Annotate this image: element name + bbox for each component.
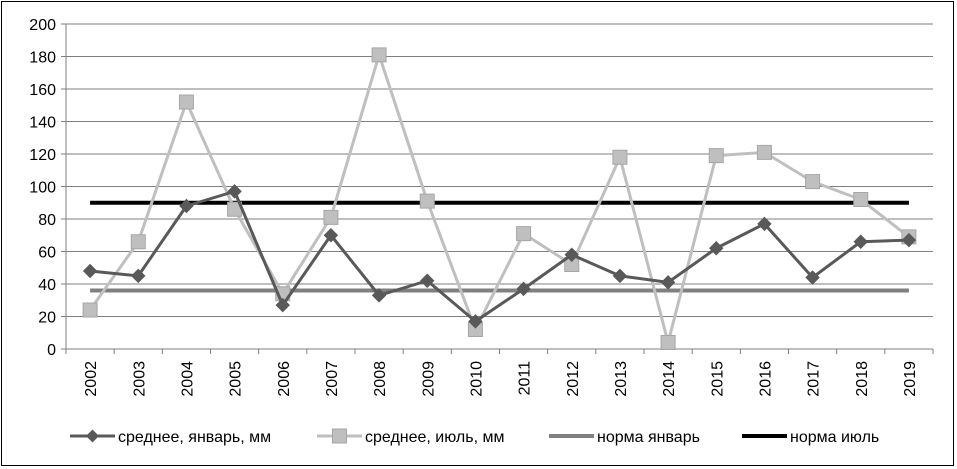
grid-lines xyxy=(61,23,934,354)
january-point-2012 xyxy=(564,247,579,262)
legend: среднее, январь, мм среднее, июль, мм норм… xyxy=(70,428,879,446)
legend-label-2: норма январь xyxy=(597,429,700,446)
legend-label-3: норма июль xyxy=(790,429,879,446)
january-point-2015 xyxy=(709,241,724,256)
july-point-2015 xyxy=(708,148,724,164)
y-tick-label-140: 140 xyxy=(29,115,56,132)
x-tick-label-2011: 2011 xyxy=(517,361,534,396)
x-tick-label-2012: 2012 xyxy=(565,361,582,397)
january-point-2006 xyxy=(275,297,290,313)
july-point-2011 xyxy=(516,226,532,242)
series-layer xyxy=(82,47,917,350)
july-point-2014 xyxy=(660,335,676,350)
july-point-2017 xyxy=(805,174,821,190)
july-point-2018 xyxy=(853,192,869,207)
january-point-2002 xyxy=(82,263,98,279)
legend-label-1: среднее, июль, мм xyxy=(365,429,504,446)
july-point-2007 xyxy=(323,209,339,225)
series-line-0 xyxy=(89,189,909,323)
y-tick-label-160: 160 xyxy=(29,82,56,99)
y-tick-label-120: 120 xyxy=(29,147,56,164)
x-tick-label-2004: 2004 xyxy=(179,361,196,397)
x-tick-label-2006: 2006 xyxy=(276,361,293,397)
series-line-1 xyxy=(88,53,910,344)
x-tick-label-2010: 2010 xyxy=(468,361,485,397)
x-tick-label-2008: 2008 xyxy=(372,361,389,397)
july-point-2002 xyxy=(82,302,98,318)
y-tick-label-200: 200 xyxy=(29,17,56,34)
x-tick-label-2005: 2005 xyxy=(228,361,245,397)
july-point-2009 xyxy=(419,193,435,209)
january-point-2014 xyxy=(660,275,676,290)
january-point-2010 xyxy=(468,314,483,329)
july-point-2013 xyxy=(612,149,628,165)
january-point-2005 xyxy=(227,184,242,199)
x-tick-label-2018: 2018 xyxy=(854,361,871,397)
x-tick-label-2019: 2019 xyxy=(902,361,919,397)
x-tick-label-2009: 2009 xyxy=(420,361,437,397)
y-tick-label-0: 0 xyxy=(47,342,56,359)
january-point-2007 xyxy=(323,228,339,243)
y-tick-label-180: 180 xyxy=(29,50,56,67)
x-tick-label-2017: 2017 xyxy=(806,361,823,397)
y-tick-label-60: 60 xyxy=(38,245,56,262)
y-axis-ticks: 0 20 40 60 80 100 120 140 160 180 200 xyxy=(29,17,56,359)
x-tick-label-2002: 2002 xyxy=(83,361,100,397)
january-point-2003 xyxy=(131,268,146,284)
y-tick-label-20: 20 xyxy=(38,310,56,327)
x-tick-label-2003: 2003 xyxy=(131,361,148,397)
january-point-2019 xyxy=(901,232,917,248)
x-tick-label-2007: 2007 xyxy=(324,361,341,397)
y-tick-label-40: 40 xyxy=(38,277,56,294)
legend-marker-square xyxy=(332,428,347,444)
y-tick-label-100: 100 xyxy=(29,180,56,197)
january-point-2018 xyxy=(853,234,868,249)
july-point-2004 xyxy=(178,94,194,110)
january-point-2011 xyxy=(516,281,531,297)
january-point-2009 xyxy=(420,273,435,288)
x-tick-label-2014: 2014 xyxy=(661,361,678,397)
january-point-2013 xyxy=(612,268,628,284)
july-point-2003 xyxy=(130,234,146,250)
x-tick-label-2013: 2013 xyxy=(613,361,630,397)
january-point-2016 xyxy=(757,216,772,232)
july-point-2008 xyxy=(371,47,387,63)
january-point-2004 xyxy=(179,198,194,214)
y-tick-label-80: 80 xyxy=(38,212,56,229)
legend-marker-diamond xyxy=(86,429,99,443)
x-axis-ticks: 2002 2003 2004 2005 2006 2007 2008 2009 2010 2011… xyxy=(83,361,919,397)
july-point-2016 xyxy=(756,144,772,160)
x-tick-label-2016: 2016 xyxy=(757,361,774,397)
x-tick-label-2015: 2015 xyxy=(709,361,726,397)
january-point-2008 xyxy=(371,288,387,303)
legend-label-0: среднее, январь, мм xyxy=(118,429,271,446)
january-point-2017 xyxy=(805,270,820,285)
